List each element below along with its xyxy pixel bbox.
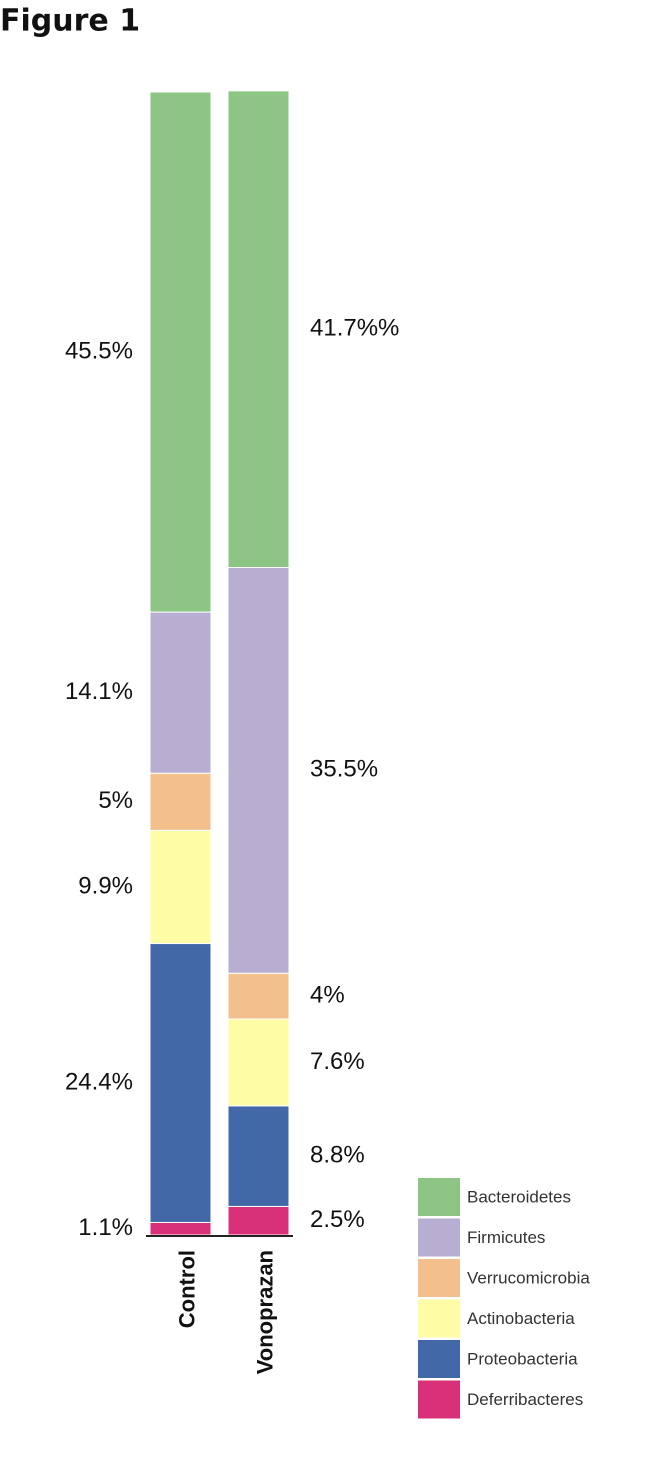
data-label: 9.9% (78, 872, 133, 899)
data-label: 24.4% (65, 1068, 133, 1095)
x-tick-label: Vonoprazan (252, 1250, 277, 1374)
legend-label: Actinobacteria (467, 1309, 575, 1328)
legend-label: Bacteroidetes (467, 1187, 571, 1206)
legend-swatch (418, 1380, 460, 1419)
data-label: 1.1% (78, 1214, 133, 1241)
bar-segment (227, 1018, 290, 1107)
legend-swatch (418, 1178, 460, 1216)
data-label: 7.6% (310, 1048, 365, 1075)
bar-segment (227, 1105, 290, 1207)
bar-segment (149, 772, 212, 831)
bar-segment (227, 972, 290, 1020)
legend-swatch (418, 1299, 460, 1338)
data-label: 45.5% (65, 337, 133, 364)
bar-segment (149, 611, 212, 774)
bar-segment (149, 829, 212, 945)
data-label: 8.8% (310, 1141, 365, 1168)
bar-segment (227, 1205, 290, 1236)
data-label: 14.1% (65, 678, 133, 705)
data-label: 35.5% (310, 756, 378, 783)
legend-label: Verrucomicrobia (467, 1268, 590, 1287)
data-label: 41.7%% (310, 315, 399, 342)
data-label: 2.5% (310, 1206, 365, 1233)
data-label: 5% (98, 787, 133, 814)
legend-swatch (418, 1340, 460, 1378)
x-tick-label: Control (174, 1250, 199, 1328)
legend-swatch (418, 1259, 460, 1297)
bar-segment (227, 566, 290, 974)
bar-segment (227, 90, 290, 568)
legend-label: Proteobacteria (467, 1349, 578, 1368)
chart-title: Figure 1 (0, 4, 140, 39)
legend-label: Firmicutes (467, 1228, 545, 1247)
legend-label: Deferribacteres (467, 1390, 583, 1409)
legend-swatch (418, 1218, 460, 1257)
bar-segment (149, 1221, 212, 1236)
data-label: 4% (310, 981, 345, 1008)
bar-segment (149, 91, 212, 613)
bar-segment (149, 943, 212, 1223)
